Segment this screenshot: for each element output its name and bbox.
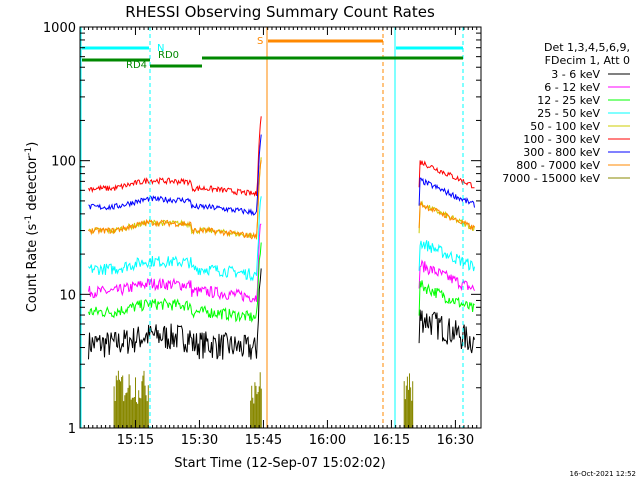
trace-7 (88, 160, 475, 240)
y-tick-label-1: 10 (59, 288, 76, 303)
chart-title: RHESSI Observing Summary Count Rates (125, 3, 435, 21)
y-tick-label-2: 100 (51, 155, 76, 170)
x-axis-label: Start Time (12-Sep-07 15:02:02) (174, 456, 385, 471)
trace-8 (113, 370, 414, 428)
x-tick-label-1: 15:30 (181, 433, 218, 448)
legend-label-4: 50 - 100 keV (530, 120, 600, 133)
x-tick-label-2: 15:45 (245, 433, 282, 448)
legend-label-0: 3 - 6 keV (551, 68, 600, 81)
y-axis-label: Count Rate (s-1 detector-1) (24, 142, 40, 313)
trace-1 (88, 223, 475, 303)
trace-2 (88, 242, 475, 323)
x-tick-label-3: 16:00 (309, 433, 346, 448)
y-tick-label-0: 1 (68, 422, 76, 437)
legend-title-line-2: FDecim 1, Att 0 (545, 54, 630, 67)
x-tick-label-5: 16:30 (437, 433, 474, 448)
x-tick-label-0: 15:15 (117, 433, 154, 448)
flag-label-n: N (157, 43, 164, 54)
legend-label-7: 800 - 7000 keV (516, 159, 600, 172)
legend-label-2: 12 - 25 keV (537, 94, 600, 107)
y-tick-label-3: 1000 (43, 21, 76, 36)
trace-5 (88, 116, 475, 197)
legend-label-3: 25 - 50 keV (537, 107, 600, 120)
x-tick-label-4: 16:15 (373, 433, 410, 448)
y-axis-ticks: 1 10 100 1000 (43, 21, 481, 437)
legend-label-6: 300 - 800 keV (523, 146, 600, 159)
legend-title-line-1: Det 1,3,4,5,6,9, (544, 41, 630, 54)
trace-6 (88, 134, 475, 216)
trace-3 (88, 196, 475, 282)
timestamp: 16-Oct-2021 12:52 (570, 470, 636, 478)
legend-label-8: 7000 - 15000 keV (502, 172, 600, 185)
legend-label-5: 100 - 300 keV (523, 133, 600, 146)
data-traces (88, 116, 475, 428)
plot-frame (79, 26, 482, 429)
trace-0 (88, 268, 475, 360)
flag-label-rd0: RD0 (158, 50, 179, 61)
x-axis-ticks: 15:15 15:30 15:45 16:00 16:15 16:30 (83, 27, 478, 448)
flag-label-rd4: RD4 (126, 60, 147, 71)
legend-label-1: 6 - 12 keV (544, 81, 600, 94)
flag-label-s: S (257, 36, 263, 47)
